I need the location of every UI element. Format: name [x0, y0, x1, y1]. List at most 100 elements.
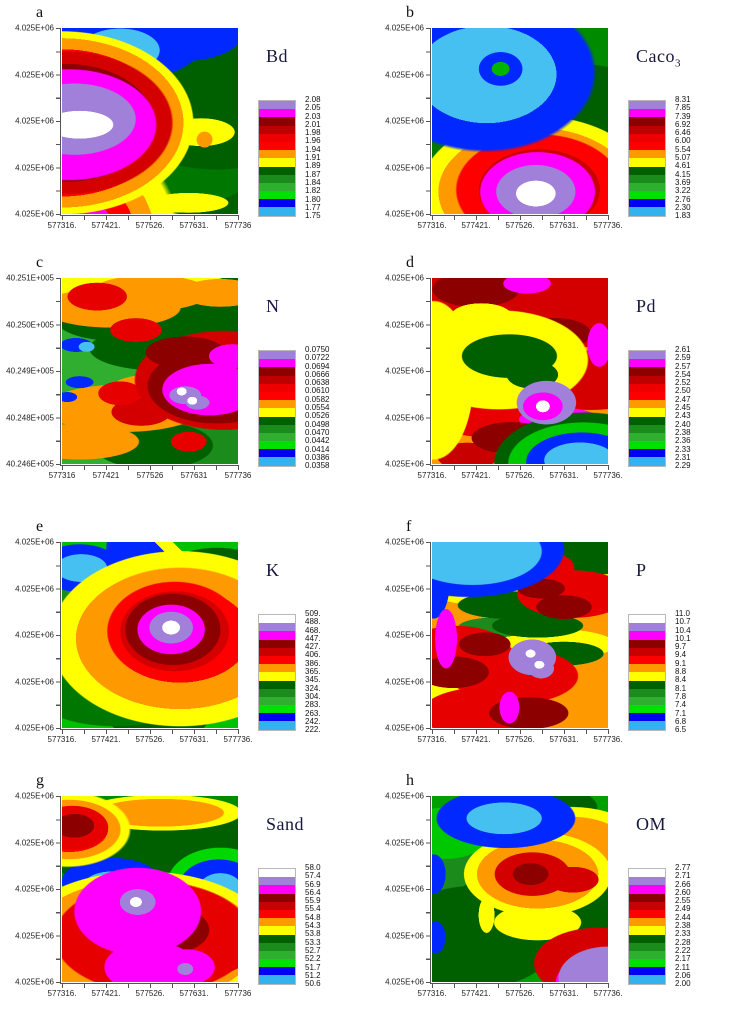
legend-color-band — [259, 101, 295, 110]
legend-value: 7.8 — [675, 691, 687, 701]
legend-color-band — [629, 416, 665, 425]
legend-color-band — [629, 158, 665, 167]
legend-color-band — [629, 408, 665, 417]
legend-color-band — [259, 623, 295, 632]
contour-map — [62, 796, 238, 982]
panel-title-sub: 3 — [674, 57, 681, 70]
legend-color-band — [629, 918, 665, 927]
y-tick-label: 4.025E+06 — [385, 630, 424, 640]
x-axis: 577316. 577421. 577526. 577631. 577736. — [418, 221, 623, 231]
legend-color-band — [259, 655, 295, 665]
y-tick-label: 4.025E+06 — [15, 116, 54, 126]
legend-color-band — [259, 125, 295, 134]
legend-value: 6.92 — [675, 119, 691, 129]
x-tick-label: 577421 — [92, 471, 120, 480]
legend-value: 4.15 — [675, 169, 691, 179]
panel-title-text: Caco — [636, 46, 675, 66]
legend: 509. 488. 468. 447. 427. 406. 386. 365. 345. 324.… — [258, 609, 321, 735]
panel-title: Sand — [266, 814, 304, 838]
y-tick-label: 4.025E+06 — [385, 366, 424, 376]
y-tick-label: 4.025E+06 — [15, 537, 54, 547]
legend: 2.61 2.59 2.57 2.54 2.52 2.50 2.47 2.45 2.43 2.40… — [628, 345, 691, 470]
x-axis-line — [61, 465, 239, 466]
legend-color-band — [259, 199, 295, 208]
y-tick-label: 4.025E+06 — [385, 537, 424, 547]
legend-color-band — [629, 207, 665, 216]
x-tick-marks — [432, 984, 609, 988]
x-tick-label: 577316. — [417, 989, 447, 998]
x-tick-marks — [62, 984, 239, 988]
legend-color-band — [259, 367, 295, 376]
figure-panel: b 4.025E+06 4.025E+06 4.025E+06 4.025E+06 4.… — [370, 0, 739, 250]
legend-value: 222. — [305, 725, 321, 735]
legend-value: 7.1 — [675, 708, 687, 718]
panel-title: Bd — [266, 46, 288, 70]
panel-title: Caco3 — [636, 46, 681, 70]
y-tick-label: 4.025E+06 — [385, 584, 424, 593]
legend-color-band — [629, 631, 665, 640]
y-tick-label: 4.025E+06 — [15, 630, 54, 640]
legend-color-band — [259, 934, 295, 943]
legend-color-band — [259, 182, 295, 192]
legend-color-band — [259, 457, 295, 466]
legend-color-band — [629, 359, 665, 368]
legend-value: 2.66 — [675, 879, 691, 889]
x-tick-marks — [62, 216, 239, 220]
legend-value: 2.55 — [675, 896, 691, 906]
legend-color-band — [259, 647, 295, 656]
x-tick-label: 577526. — [135, 221, 165, 230]
legend-value: 5.07 — [675, 153, 691, 163]
legend-color-band — [629, 457, 665, 466]
figure-panel: f 4.025E+06 4.025E+06 4.025E+06 4.025E+06 4.… — [370, 514, 739, 768]
legend-value: 2.40 — [675, 419, 691, 429]
legend-color-band — [629, 125, 665, 134]
legend-color-band — [629, 647, 665, 656]
legend-value: 2.31 — [675, 452, 691, 462]
figure-panel: a 4.025E+06 4.025E+06 4.025E+06 4.025E+06 4.… — [0, 0, 370, 250]
y-tick-label: 40.246E+005 — [6, 459, 54, 469]
y-axis-line — [60, 28, 61, 216]
plot-area: 4.025E+06 4.025E+06 4.025E+06 4.025E+06 4.02… — [6, 792, 252, 1008]
legend-value: 5.54 — [675, 144, 691, 154]
legend-value: 345. — [305, 675, 321, 685]
contour-map — [432, 796, 608, 982]
legend-value: 2.52 — [675, 378, 691, 388]
legend-color-band — [629, 109, 665, 118]
panel-title-text: Bd — [266, 46, 289, 66]
y-axis: 40.251E+005 40.250E+005 40.249E+005 40.248E… — [6, 274, 54, 469]
legend-color-band — [259, 615, 295, 624]
legend-value: 54.3 — [305, 921, 321, 931]
legend-color-band — [629, 950, 665, 960]
panel-letter: d — [406, 254, 414, 271]
figure-panel: g 4.025E+06 4.025E+06 4.025E+06 4.025E+06 4.… — [0, 768, 370, 1027]
panel-title-text: OM — [636, 814, 667, 834]
legend-value: 2.11 — [675, 962, 690, 972]
y-tick-marks — [56, 542, 60, 730]
legend-value: 55.4 — [305, 904, 321, 914]
x-tick-label: 577631. — [179, 989, 209, 998]
panel-title-text: P — [636, 560, 647, 580]
legend-color-band — [259, 141, 295, 151]
panel-letter: a — [36, 4, 44, 21]
y-tick-label: 40.249E+005 — [6, 366, 54, 376]
legend-value: 242. — [305, 716, 321, 726]
legend-value: 0.0750 — [305, 345, 330, 354]
legend-color-band — [259, 359, 295, 368]
y-tick-marks — [56, 796, 60, 984]
legend-bar — [258, 868, 296, 985]
legend-value: 9.1 — [675, 658, 687, 668]
legend-color-band — [259, 351, 295, 360]
x-tick-marks — [432, 216, 609, 220]
x-tick-label: 577631. — [549, 221, 579, 230]
legend-color-band — [259, 631, 295, 640]
legend-color-band — [629, 975, 665, 984]
legend-value: 386. — [305, 658, 321, 668]
legend-color-band — [629, 942, 665, 951]
panel-letter: g — [36, 772, 44, 789]
panel-title-text: Sand — [266, 814, 304, 834]
x-tick-label: 577631. — [179, 221, 209, 230]
legend-value: 55.9 — [305, 896, 321, 906]
legend-value: 0.0386 — [305, 452, 330, 462]
panel-title: OM — [636, 814, 666, 838]
legend-value: 52.2 — [305, 954, 321, 964]
